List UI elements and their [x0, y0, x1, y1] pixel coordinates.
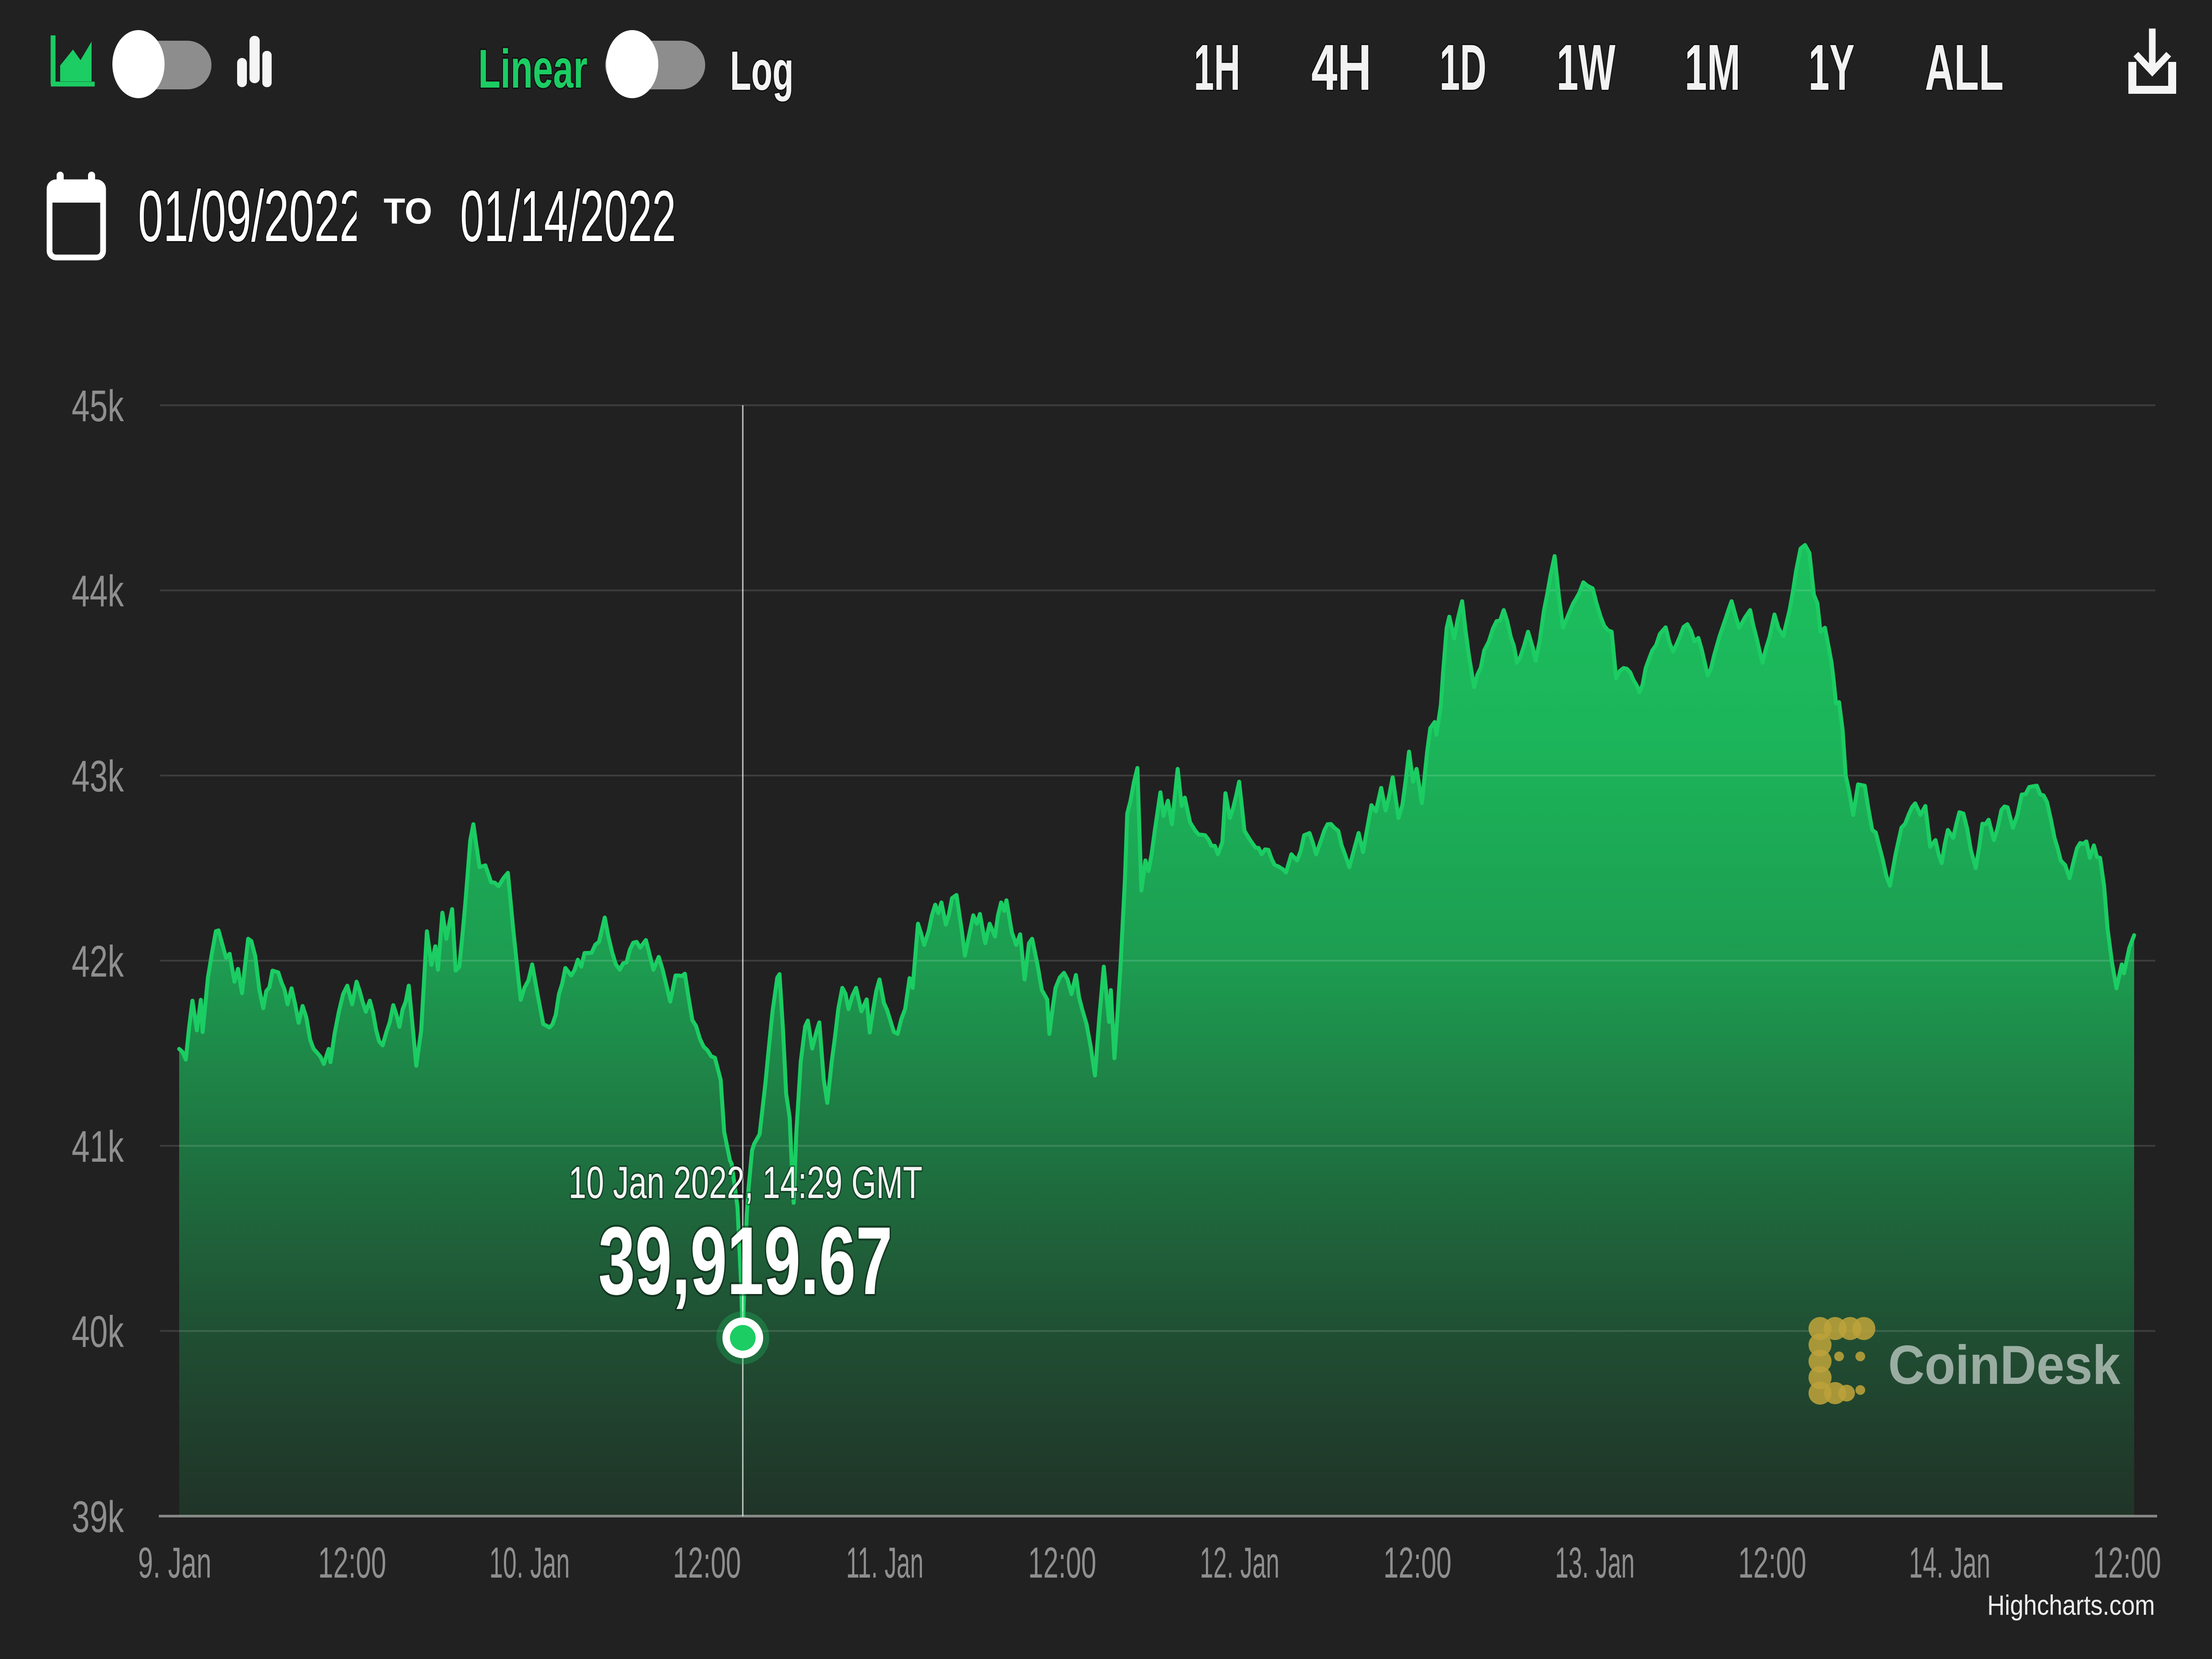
- svg-text:TO: TO: [384, 191, 432, 231]
- svg-text:12:00: 12:00: [1383, 1538, 1452, 1587]
- svg-text:1D: 1D: [1440, 31, 1486, 104]
- svg-text:ALL: ALL: [1925, 31, 2004, 104]
- svg-text:01/14/2022: 01/14/2022: [460, 176, 676, 257]
- svg-text:44k: 44k: [72, 567, 124, 616]
- svg-text:1M: 1M: [1685, 31, 1740, 104]
- svg-text:43k: 43k: [72, 752, 124, 801]
- svg-text:12:00: 12:00: [1028, 1538, 1096, 1587]
- svg-text:1Y: 1Y: [1809, 31, 1855, 104]
- svg-text:12:00: 12:00: [2093, 1538, 2161, 1587]
- svg-text:11. Jan: 11. Jan: [846, 1538, 924, 1587]
- svg-text:1H: 1H: [1194, 31, 1240, 104]
- svg-text:1W: 1W: [1557, 31, 1616, 104]
- svg-text:Linear: Linear: [478, 39, 588, 100]
- svg-text:Log: Log: [730, 40, 794, 102]
- svg-text:40k: 40k: [72, 1307, 124, 1357]
- svg-text:12. Jan: 12. Jan: [1200, 1538, 1279, 1587]
- svg-text:4H: 4H: [1311, 31, 1371, 104]
- svg-text:10 Jan 2022, 14:29 GMT: 10 Jan 2022, 14:29 GMT: [568, 1157, 922, 1208]
- svg-text:13. Jan: 13. Jan: [1555, 1538, 1635, 1587]
- svg-text:12:00: 12:00: [673, 1538, 741, 1587]
- svg-text:CoinDesk: CoinDesk: [1888, 1335, 2121, 1396]
- svg-text:39,919.67: 39,919.67: [599, 1207, 893, 1315]
- svg-text:12:00: 12:00: [318, 1538, 386, 1587]
- svg-text:42k: 42k: [72, 937, 124, 987]
- svg-text:14. Jan: 14. Jan: [1909, 1538, 1990, 1587]
- svg-text:10. Jan: 10. Jan: [489, 1538, 570, 1587]
- svg-text:Highcharts.com: Highcharts.com: [1987, 1590, 2155, 1621]
- svg-text:41k: 41k: [72, 1122, 124, 1171]
- svg-text:9. Jan: 9. Jan: [138, 1538, 211, 1587]
- svg-text:01/09/2022: 01/09/2022: [138, 176, 365, 257]
- svg-text:12:00: 12:00: [1738, 1538, 1806, 1587]
- svg-text:45k: 45k: [72, 381, 124, 431]
- svg-text:39k: 39k: [72, 1492, 124, 1542]
